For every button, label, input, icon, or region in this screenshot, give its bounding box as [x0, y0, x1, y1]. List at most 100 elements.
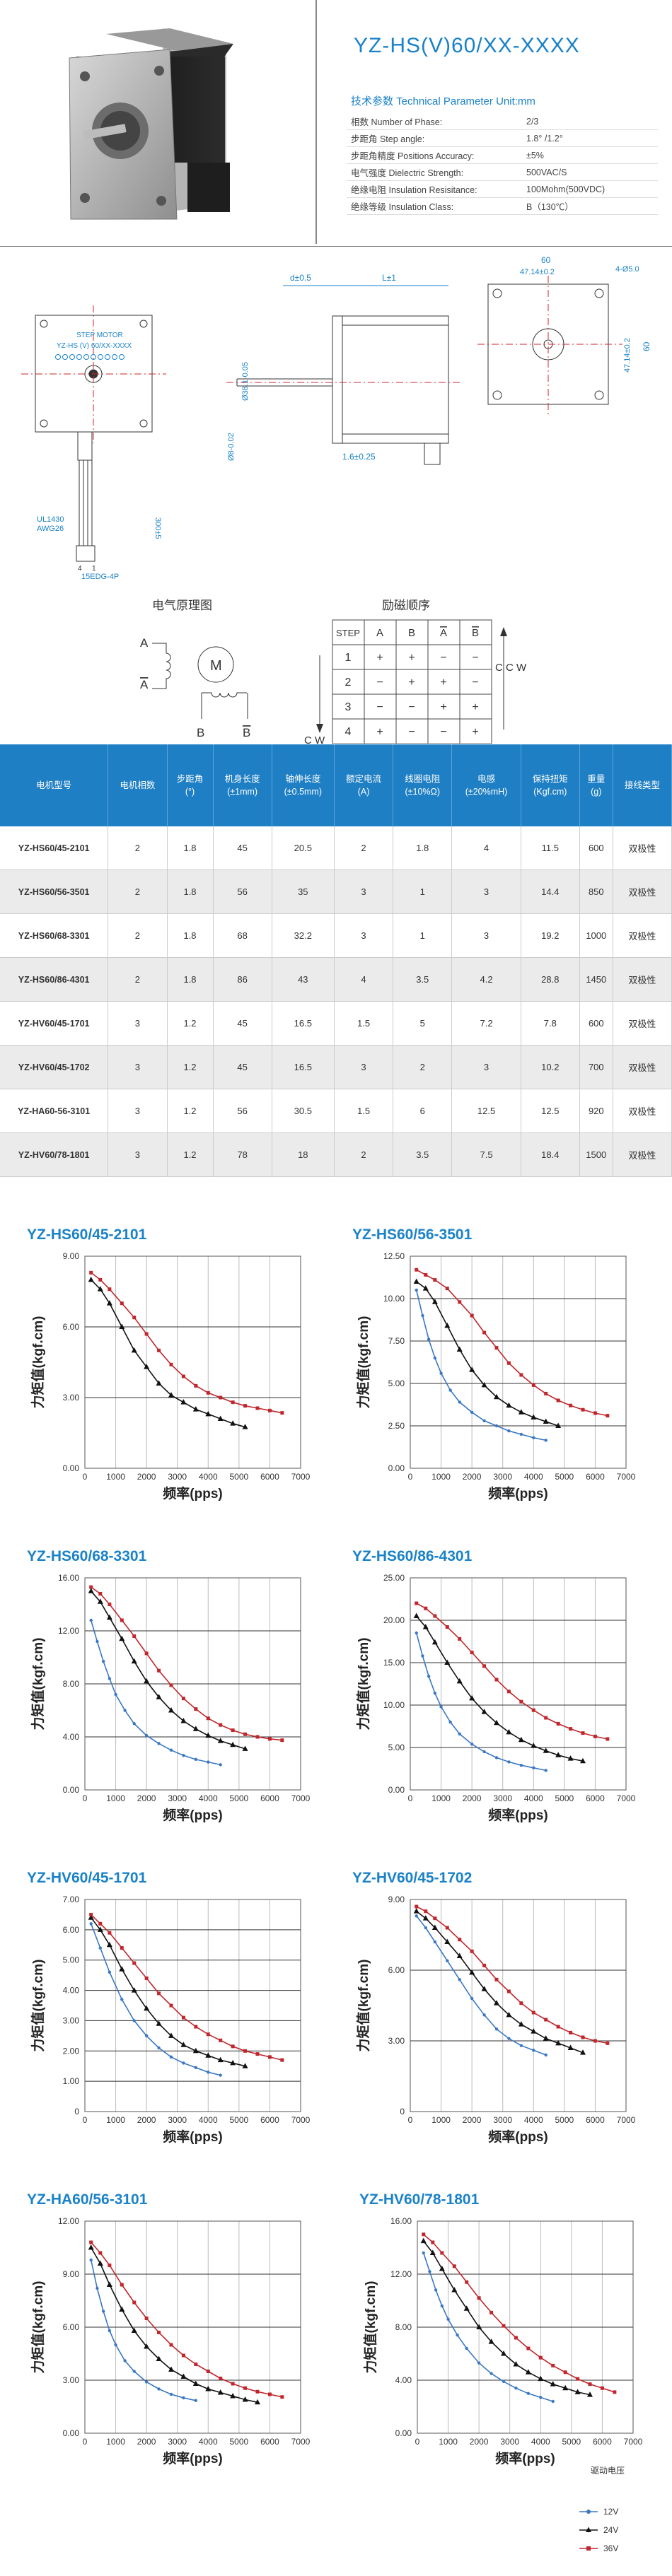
spec-cell: 1.2: [167, 1001, 214, 1046]
spec-row: YZ-HA60-56-3101 3 1.2 56 30.5 1.5 6 12.5 12.5 920…: [0, 1089, 672, 1133]
data-point-36V: [415, 1267, 419, 1272]
data-point-36V: [132, 1634, 137, 1638]
data-point-24V: [97, 1598, 103, 1604]
x-tick-label: 1000: [431, 1472, 451, 1482]
x-tick-label: 4000: [531, 2437, 550, 2447]
data-point-36V: [219, 1395, 223, 1400]
data-point-24V: [88, 2244, 94, 2250]
sequence-header: STEP: [336, 628, 360, 638]
spec-cell: 4: [334, 957, 394, 1002]
data-point-12V: [144, 1733, 149, 1738]
data-point-24V: [230, 2393, 236, 2399]
front-label-view: [21, 305, 166, 562]
data-point-12V: [415, 1631, 418, 1635]
data-point-36V: [219, 2038, 223, 2042]
data-point-12V: [507, 2037, 511, 2040]
dim-lead: 300±5: [153, 517, 162, 539]
data-point-24V: [456, 1678, 463, 1684]
spec-cell: 20.5: [272, 826, 335, 870]
y-tick-label: 25.00: [383, 1573, 405, 1583]
data-point-12V: [544, 1769, 548, 1772]
spec-cell: 16.5: [272, 1045, 335, 1089]
data-point-12V: [114, 1692, 117, 1697]
spec-cell: 78: [213, 1132, 272, 1177]
param-label: 步距角 Step angle:: [347, 129, 522, 147]
param-value: 500VAC/S: [522, 163, 658, 181]
data-point-12V: [427, 1675, 431, 1678]
plot-frame: [410, 1899, 627, 2112]
data-point-36V: [569, 1727, 573, 1731]
data-point-36V: [531, 2010, 535, 2015]
data-point-12V: [157, 2387, 161, 2391]
param-row: 步距角 Step angle: 1.8° /1.2°: [347, 129, 658, 147]
data-point-36V: [157, 2331, 161, 2334]
y-tick-label: 0.00: [63, 1463, 80, 1473]
sequence-cell: −: [408, 726, 415, 738]
dim-hole-spacing: 47.14±0.2: [520, 268, 555, 276]
sequence-cell: −: [472, 652, 478, 664]
y-tick-label: 15.00: [383, 1658, 405, 1668]
spec-header-cell: 步距角 (°): [167, 744, 214, 826]
sequence-cell: 2: [345, 677, 352, 689]
param-label: 相数 Number of Phase:: [347, 113, 522, 130]
data-point-24V: [168, 1707, 174, 1713]
data-point-24V: [543, 2035, 549, 2041]
data-point-24V: [97, 2260, 103, 2266]
data-point-12V: [539, 2396, 543, 2399]
data-point-24V: [180, 2042, 187, 2047]
spec-cell: 1.5: [334, 1001, 394, 1046]
param-value: B（130℃）: [522, 197, 658, 215]
spec-row: YZ-HS60/56-3501 2 1.8 56 35 3 1 3 14.4 850 双极性: [0, 870, 672, 914]
data-point-36V: [506, 1989, 511, 1994]
chart-plot: 0 1000 2000 3000 4000 5000 6000 7000 0.00 4.00 8.0…: [30, 1573, 311, 1823]
plot-frame: [410, 1577, 627, 1791]
data-point-36V: [424, 1606, 428, 1610]
spec-row: YZ-HS60/86-4301 2 1.8 86 43 4 3.5 4.2 28.8 1450 双极…: [0, 957, 672, 1002]
spec-cell: 1.8: [167, 957, 214, 1002]
data-point-36V: [144, 1651, 149, 1656]
x-tick-label: 7000: [291, 2115, 311, 2125]
y-axis-label: 力矩值(kgf.cm): [30, 2281, 46, 2374]
data-point-24V: [180, 2373, 187, 2379]
data-point-24V: [242, 2063, 248, 2068]
data-point-12V: [169, 2055, 173, 2059]
chart-plot: 0 1000 2000 3000 4000 5000 6000 7000 0.00 3.00 6.0…: [30, 1251, 311, 1501]
spec-cell: 600: [579, 1001, 613, 1046]
spec-cell: 920: [579, 1089, 613, 1133]
data-point-12V: [219, 1763, 222, 1767]
data-point-36V: [452, 2264, 456, 2268]
data-point-36V: [194, 1383, 198, 1388]
spec-cell: 43: [272, 957, 335, 1002]
data-point-12V: [144, 2034, 149, 2038]
spec-cell: 1.5: [334, 1089, 394, 1133]
data-point-36V: [255, 1406, 260, 1410]
data-point-24V: [506, 1402, 512, 1408]
data-point-24V: [422, 1915, 429, 1921]
param-row: 绝缘电阻 Insulation Resisitance: 100Mohm(500V…: [347, 180, 658, 198]
spec-header-cell: 电机型号: [0, 744, 109, 826]
data-point-36V: [519, 1373, 523, 1377]
y-tick-label: 16.00: [390, 2216, 412, 2226]
data-point-36V: [606, 2041, 610, 2045]
data-point-12V: [448, 1720, 452, 1724]
y-tick-label: 12.00: [390, 2269, 412, 2279]
y-tick-label: 3.00: [388, 2036, 405, 2046]
data-point-12V: [482, 1419, 486, 1422]
y-tick-label: 16.00: [58, 1573, 79, 1583]
data-point-24V: [469, 1366, 475, 1372]
data-point-12V: [489, 2372, 493, 2375]
data-point-36V: [593, 1411, 597, 1415]
plot-frame: [84, 1577, 301, 1791]
motor-symbol: M: [210, 658, 222, 674]
motor-photo: [69, 28, 233, 220]
data-point-36V: [544, 1391, 548, 1395]
data-point-12V: [428, 2270, 431, 2273]
spec-cell: 3: [334, 913, 394, 958]
data-point-36V: [243, 1404, 248, 1408]
dim-shaft-len: d±0.5: [290, 273, 311, 283]
data-point-36V: [181, 2353, 185, 2358]
data-point-36V: [482, 1963, 487, 1967]
y-axis-label: 力矩值(kgf.cm): [30, 1638, 46, 1731]
spec-cell: 3: [451, 913, 521, 958]
x-tick-label: 4000: [524, 2115, 543, 2125]
